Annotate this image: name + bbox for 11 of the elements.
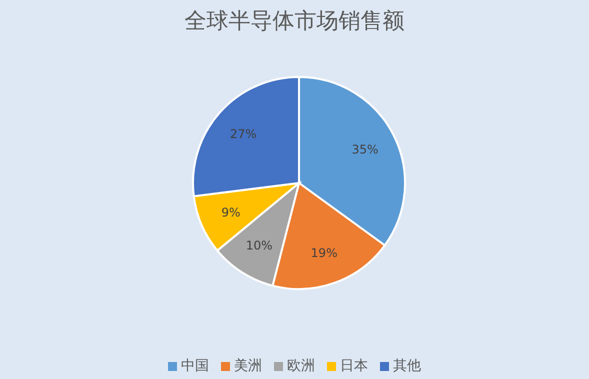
- chart-title: 全球半导体市场销售额: [184, 8, 406, 36]
- legend-label: 美洲: [233, 357, 262, 375]
- legend-label: 日本: [339, 357, 368, 375]
- data-label: 10%: [246, 238, 273, 253]
- data-label: 27%: [230, 126, 257, 141]
- legend-label: 其他: [392, 357, 421, 375]
- data-label: 19%: [310, 246, 338, 260]
- data-label: 9%: [221, 205, 240, 220]
- data-label: 35%: [352, 142, 378, 156]
- legend-label: 中国: [180, 357, 209, 375]
- legend-label: 欧洲: [286, 357, 315, 375]
